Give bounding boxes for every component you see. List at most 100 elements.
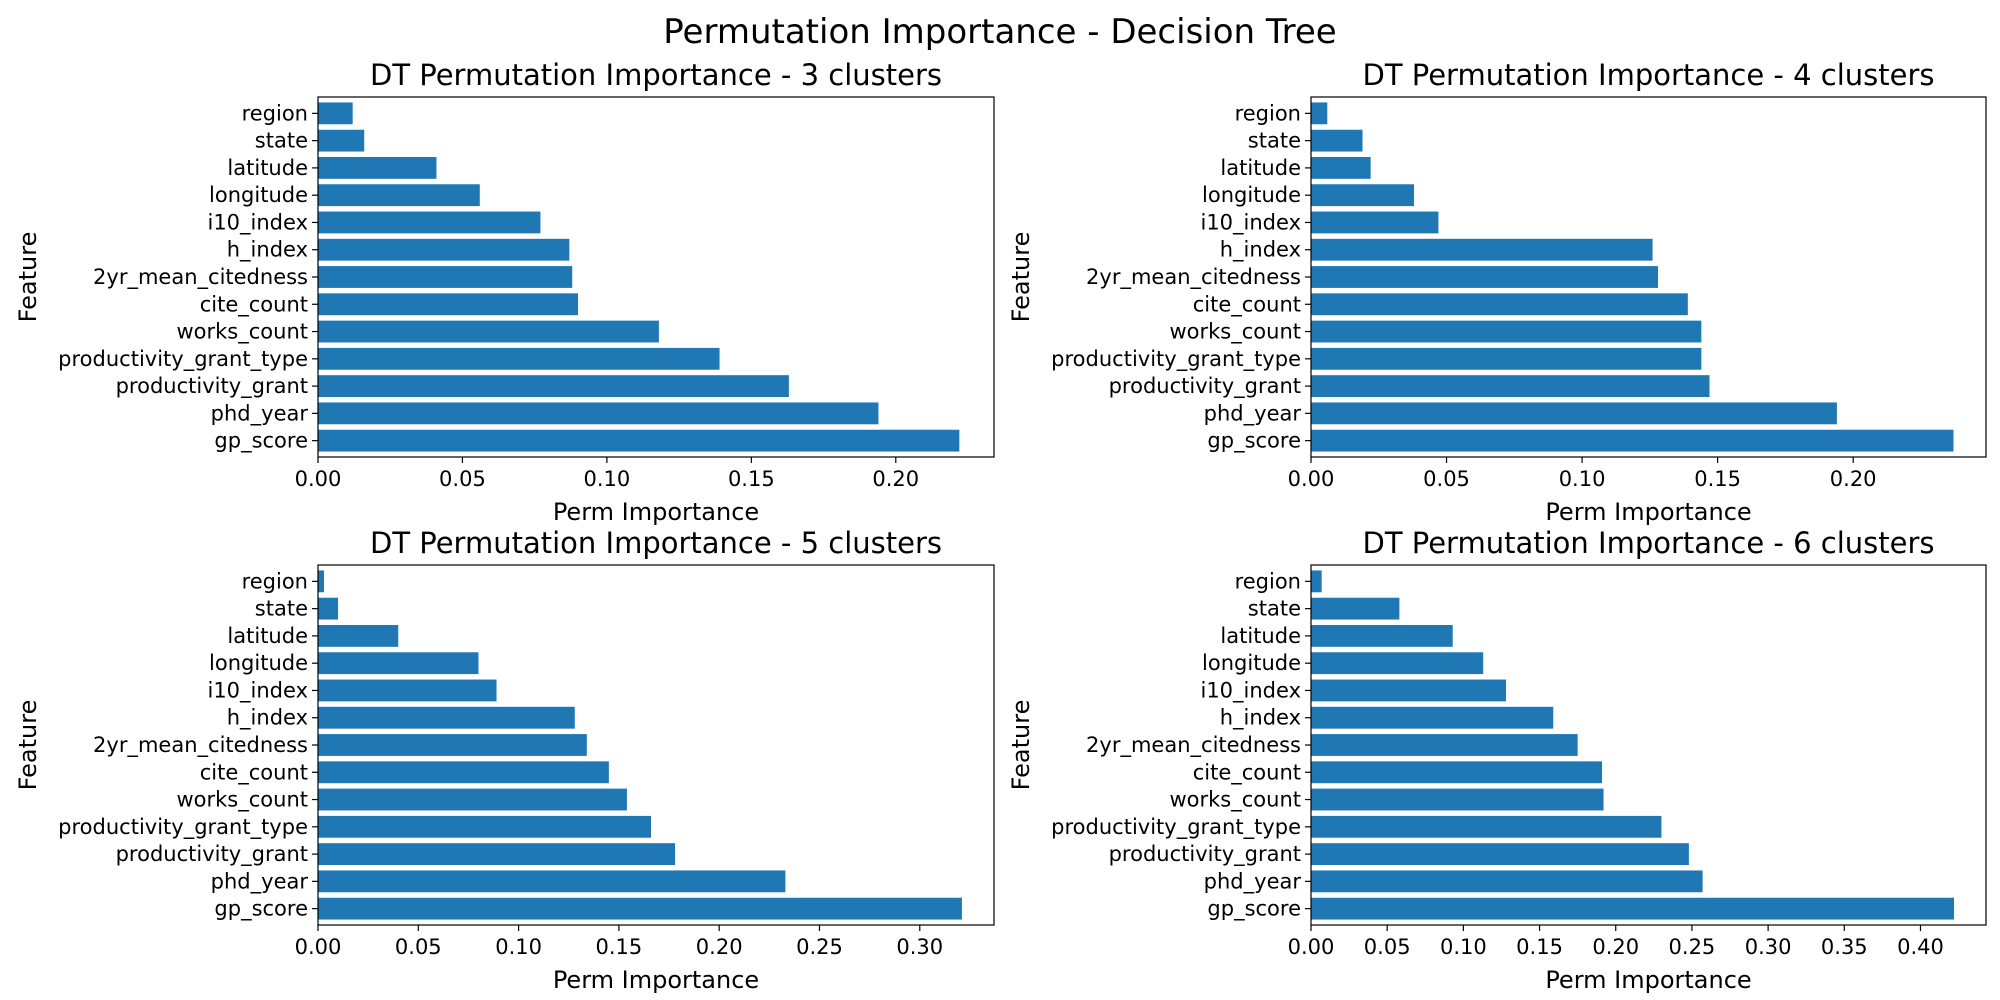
- y-tick-label: 2yr_mean_citedness: [93, 265, 308, 290]
- y-tick-label: gp_score: [214, 429, 308, 454]
- bar-works-count: [318, 320, 659, 343]
- y-tick-label: gp_score: [214, 897, 308, 922]
- bar-state: [1311, 597, 1400, 620]
- y-tick-label: phd_year: [1204, 869, 1302, 894]
- bar-productivity-grant: [318, 375, 789, 397]
- x-tick-label: 0.05: [439, 467, 486, 491]
- x-axis-label: Perm Importance: [1545, 966, 1751, 994]
- y-tick-label: latitude: [227, 624, 308, 648]
- bar-productivity-grant-type: [1311, 815, 1662, 838]
- y-tick-label: state: [255, 597, 308, 621]
- x-tick-label: 0.25: [1669, 935, 1716, 959]
- y-tick-label: phd_year: [1204, 401, 1302, 426]
- y-tick-label: state: [255, 129, 308, 153]
- x-tick-label: 0.00: [295, 935, 342, 959]
- bar-h-index: [1311, 238, 1653, 261]
- x-tick-label: 0.10: [495, 935, 542, 959]
- bar-productivity-grant: [1311, 843, 1689, 865]
- y-tick-label: h_index: [1220, 238, 1301, 263]
- x-tick-label: 0.05: [1423, 467, 1470, 491]
- y-tick-label: longitude: [209, 651, 308, 675]
- chart-title: DT Permutation Importance - 6 clusters: [1363, 526, 1935, 560]
- bar-productivity-grant-type: [1311, 347, 1702, 370]
- x-tick-label: 0.10: [584, 467, 631, 491]
- bar-region: [318, 570, 325, 593]
- y-tick-label: state: [1248, 597, 1301, 621]
- bar-cite-count: [318, 761, 609, 784]
- y-tick-label: cite_count: [200, 292, 308, 317]
- bar-state: [318, 129, 365, 152]
- x-tick-label: 0.20: [1592, 935, 1639, 959]
- x-tick-label: 0.20: [696, 935, 743, 959]
- y-tick-label: 2yr_mean_citedness: [93, 733, 308, 758]
- x-tick-label: 0.35: [1821, 935, 1868, 959]
- bar-productivity-grant-type: [318, 347, 720, 370]
- x-tick-label: 0.15: [728, 467, 775, 491]
- bar-longitude: [1311, 652, 1484, 675]
- chart-panel-4: gp_score phd_yearproductivity_grantproduc…: [1007, 526, 1987, 994]
- y-tick-label: i10_index: [1200, 678, 1301, 703]
- y-tick-label: productivity_grant_type: [1051, 815, 1301, 840]
- y-tick-label: h_index: [227, 706, 308, 731]
- bar-gp-score: [1311, 897, 1955, 920]
- x-tick-label: 0.30: [1745, 935, 1792, 959]
- y-tick-label: works_count: [1169, 788, 1301, 813]
- y-axis-label: Feature: [1007, 700, 1035, 791]
- x-tick-label: 0.30: [896, 935, 943, 959]
- chart-title: DT Permutation Importance - 3 clusters: [370, 58, 942, 92]
- bar-works-count: [1311, 788, 1604, 811]
- bar-2yr-mean-citedness: [1311, 734, 1578, 756]
- bar-longitude: [318, 184, 480, 207]
- bar-longitude: [1311, 184, 1415, 207]
- bar-latitude: [318, 157, 437, 179]
- y-tick-label: productivity_grant: [1109, 374, 1301, 399]
- chart-panel-1: gp_score phd_yearproductivity_grantproduc…: [14, 58, 995, 526]
- figure-title: Permutation Importance - Decision Tree: [663, 12, 1337, 52]
- bar-state: [318, 597, 339, 620]
- bar-region: [1311, 570, 1322, 593]
- chart-panel-3: gp_score phd_yearproductivity_grantproduc…: [14, 526, 995, 994]
- y-tick-label: latitude: [227, 156, 308, 180]
- bar-phd-year: [318, 870, 786, 893]
- y-tick-label: cite_count: [1193, 292, 1301, 317]
- x-axis-label: Perm Importance: [1545, 498, 1751, 526]
- x-axis-label: Perm Importance: [553, 966, 759, 994]
- y-tick-label: longitude: [1202, 183, 1301, 207]
- chart-title: DT Permutation Importance - 4 clusters: [1363, 58, 1935, 92]
- chart-title: DT Permutation Importance - 5 clusters: [370, 526, 942, 560]
- y-tick-label: productivity_grant_type: [1051, 347, 1301, 372]
- y-tick-label: longitude: [209, 183, 308, 207]
- bar-i10-index: [318, 679, 497, 702]
- y-tick-label: phd_year: [211, 869, 309, 894]
- y-tick-label: works_count: [176, 320, 308, 345]
- bar-2yr-mean-citedness: [318, 734, 587, 756]
- y-tick-label: phd_year: [211, 401, 309, 426]
- bar-region: [318, 102, 353, 125]
- y-tick-label: works_count: [1169, 320, 1301, 345]
- bar-gp-score: [1311, 429, 1954, 452]
- y-axis-label: Feature: [14, 700, 42, 791]
- x-tick-label: 0.05: [395, 935, 442, 959]
- x-tick-label: 0.00: [295, 467, 342, 491]
- bar-longitude: [318, 652, 479, 675]
- y-tick-label: productivity_grant: [1109, 842, 1301, 867]
- y-tick-label: state: [1248, 129, 1301, 153]
- bar-region: [1311, 102, 1328, 125]
- x-tick-label: 0.00: [1288, 467, 1335, 491]
- y-tick-label: i10_index: [207, 678, 308, 703]
- y-tick-label: gp_score: [1207, 897, 1301, 922]
- y-tick-label: 2yr_mean_citedness: [1086, 733, 1301, 758]
- x-axis-label: Perm Importance: [553, 498, 759, 526]
- y-axis-label: Feature: [1007, 232, 1035, 323]
- bar-cite-count: [1311, 293, 1688, 316]
- bar-i10-index: [1311, 211, 1439, 234]
- y-tick-label: latitude: [1220, 156, 1301, 180]
- x-tick-label: 0.10: [1559, 467, 1606, 491]
- bar-h-index: [1311, 706, 1554, 729]
- bar-i10-index: [1311, 679, 1507, 702]
- bar-productivity-grant-type: [318, 815, 651, 838]
- y-tick-label: works_count: [176, 788, 308, 813]
- bar-cite-count: [1311, 761, 1603, 784]
- bar-works-count: [318, 788, 627, 811]
